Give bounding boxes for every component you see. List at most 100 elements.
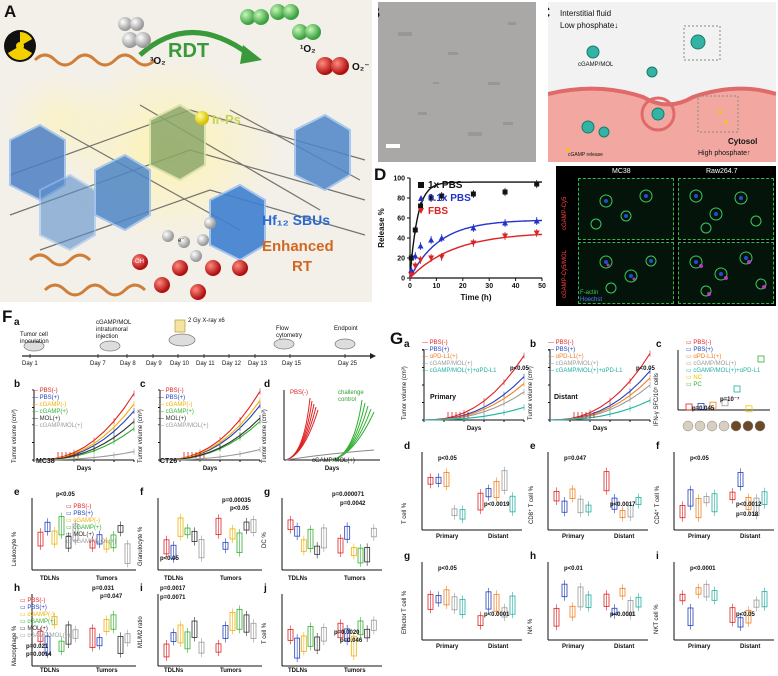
dc-boxplot — [281, 498, 382, 571]
g-g-p1: p<0.05 — [438, 566, 457, 572]
tl-flow: Flow cytometry — [276, 326, 303, 339]
f-g-x1: TDLNs — [288, 576, 308, 582]
timeline-day: Day 7 — [90, 361, 106, 367]
g-i-label: i — [656, 551, 659, 562]
cytosol-label: Cytosol — [728, 137, 758, 146]
g-f-boxplot — [673, 452, 774, 531]
g-d-label: d — [404, 441, 411, 452]
f-i-x2: Tumors — [220, 668, 242, 674]
g-d-x1: Primary — [436, 534, 459, 540]
data-point — [533, 218, 540, 224]
growth-line — [549, 384, 651, 421]
timeline-day: Day 10 — [170, 361, 190, 367]
g-f-label: f — [656, 441, 660, 452]
micrograph-raw-cy5 — [678, 178, 774, 240]
data-point — [533, 230, 540, 236]
legend-item: — cGAMP/MOL(+) — [32, 423, 83, 429]
g-g-x1: Primary — [436, 644, 459, 650]
y-tick-label: 40 — [397, 236, 405, 243]
g-i-p2: p<0.05 — [736, 612, 755, 618]
g-f-p2: p<0.0012 — [736, 502, 762, 508]
growth-line — [549, 399, 651, 421]
f-d-ylabel: Tumor volume (cm³) — [262, 409, 268, 463]
f-g-x2: Tumors — [344, 576, 366, 582]
legend-item: — cGAMP/MOL(+)+αPD-L1 — [548, 368, 623, 374]
data-point — [470, 191, 476, 197]
timeline-day: Day 8 — [120, 361, 136, 367]
data-point — [408, 272, 415, 278]
f-h-label: h — [14, 583, 21, 594]
data-point — [408, 267, 415, 273]
g-e-ylabel: CD8⁺ T cell % — [529, 486, 535, 524]
challenge-line — [331, 411, 375, 461]
f-b-label: b — [14, 379, 21, 390]
legend-item: ▭ PBS(+) — [686, 347, 713, 353]
f-f-x2: Tumors — [220, 576, 242, 582]
f-h-p3: p=0.021 — [26, 644, 49, 650]
f-j-label: j — [264, 583, 267, 594]
data-point — [412, 263, 419, 269]
legend-item: — PBS(-) — [422, 340, 448, 346]
ct26-growth-chart: Days — [158, 388, 261, 472]
y-tick-label: 0 — [401, 276, 405, 283]
tem-image — [378, 2, 536, 162]
granulocyte-boxplot — [157, 498, 262, 571]
primary-growth-chart: Days — [422, 349, 525, 432]
data-point — [502, 189, 508, 195]
y-tick-label: 20 — [397, 256, 405, 263]
x-tick-label: 10 — [433, 283, 441, 290]
x-tick-label: 30 — [485, 283, 493, 290]
legend-item: — αPD-L1(+) — [422, 354, 458, 360]
legend-label: 0.1x PBS — [428, 193, 471, 204]
y-tick-label: 80 — [397, 196, 405, 203]
f-h-p1: p=0.031 — [92, 586, 115, 592]
y-tick-label: 60 — [397, 216, 405, 223]
growth-line — [34, 451, 135, 461]
f-e-x1: TDLNs — [40, 576, 60, 582]
panel-c-label: C — [548, 4, 550, 21]
g-e-p2: p<0.0017 — [610, 502, 636, 508]
f-h-ylabel: Macrophage % — [12, 625, 18, 666]
g-e-label: e — [530, 441, 536, 452]
row-cy5: cGAMP-Cy5 — [562, 196, 568, 230]
panel-e: E MC38 Raw264.7 cGAMP-Cy5 cGAMP-Cy5/MOL … — [556, 166, 776, 306]
y-tick-label: 100 — [393, 176, 405, 183]
g-f-p1: p<0.05 — [690, 456, 709, 462]
panel-c: C Interstitial fluid Low phosphate↓ cGAM… — [548, 2, 776, 162]
panel-d: D 0 10 20 30 40 50 0 20 40 60 80 100 Time (h) Release… — [372, 166, 552, 306]
cgamp-line — [285, 449, 375, 461]
f-f-label: f — [140, 487, 144, 498]
data-point — [438, 235, 445, 241]
panel-g: G a Days Primary Tumor volume (cm³) p<0.… — [390, 330, 778, 676]
legend-item: ▭ PBS(+) — [20, 605, 47, 611]
legend-item: ▭ PBS(-) — [686, 340, 712, 346]
f-f-p1: p<0.05 — [160, 556, 179, 562]
f-f-x1: TDLNs — [164, 576, 184, 582]
f-c-ylabel: Tumor volume (cm³) — [138, 409, 144, 463]
legend-item: — cGAMP(-) — [158, 402, 193, 408]
series-fit-line — [409, 181, 542, 279]
timeline-day: Day 1 — [22, 361, 38, 367]
g-d-p2: p<0.0019 — [484, 502, 510, 508]
series-fit-line — [409, 219, 542, 279]
f-b-ylabel: Tumor volume (cm³) — [12, 409, 18, 463]
g-g-boxplot — [421, 562, 522, 641]
data-point — [438, 254, 445, 260]
legend: ▭ PBS(-) ▭ PBS(+) ▭ αPD-L1(+) ▭ cGAMP/MOL(+… — [686, 340, 760, 389]
legend-item: ▭ cGAMP/MOL(+) — [686, 361, 737, 367]
mof-illustration — [0, 4, 366, 300]
legend-item: — PBS(+) — [422, 347, 450, 353]
high-phosphate-label: High phosphate↑ — [698, 150, 751, 157]
legend-item: ▭ cGAMP(-) — [20, 612, 54, 618]
cgamp-mol-label: cGAMP/MOL — [578, 62, 614, 68]
hf12-sbu-clusters — [9, 103, 351, 262]
timeline-day: Day 13 — [248, 361, 268, 367]
legend-item: — PBS(-) — [548, 340, 574, 346]
data-point — [470, 225, 477, 231]
legend-item: — cGAMP(+) — [158, 409, 194, 415]
row-cy5-mol: cGAMP-Cy5/MOL — [562, 249, 568, 298]
f-e-label: e — [14, 487, 20, 498]
elispot-well — [730, 420, 742, 432]
g-h-boxplot — [547, 562, 648, 641]
f-h-x2: Tumors — [96, 668, 118, 674]
